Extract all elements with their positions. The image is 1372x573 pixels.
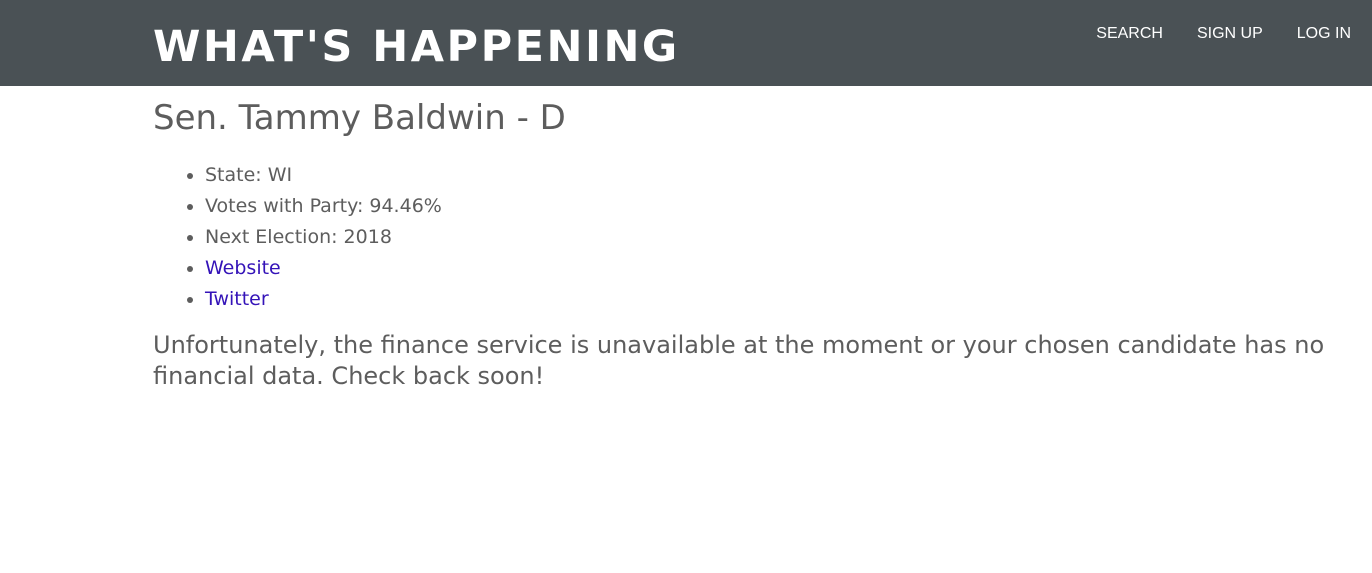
twitter-link[interactable]: Twitter [205, 288, 269, 310]
main-content: Sen. Tammy Baldwin - D State: WI Votes w… [153, 86, 1343, 392]
top-navbar: WHAT'S HAPPENING SEARCH SIGN UP LOG IN [0, 0, 1372, 86]
next-election-item: Next Election: 2018 [205, 222, 1343, 253]
site-brand[interactable]: WHAT'S HAPPENING [153, 22, 680, 72]
finance-unavailable-notice: Unfortunately, the finance service is un… [153, 331, 1325, 390]
senator-info-list: State: WI Votes with Party: 94.46% Next … [153, 160, 1343, 315]
votes-with-party-item: Votes with Party: 94.46% [205, 191, 1343, 222]
website-item: Website [205, 253, 1343, 284]
nav-login-link[interactable]: LOG IN [1296, 25, 1351, 42]
nav-search-link[interactable]: SEARCH [1096, 25, 1163, 42]
nav-links: SEARCH SIGN UP LOG IN [1062, 24, 1351, 44]
website-link[interactable]: Website [205, 257, 281, 279]
senator-title: Sen. Tammy Baldwin - D [153, 98, 566, 138]
nav-signup-link[interactable]: SIGN UP [1196, 25, 1263, 42]
state-item: State: WI [205, 160, 1343, 191]
twitter-item: Twitter [205, 284, 1343, 315]
